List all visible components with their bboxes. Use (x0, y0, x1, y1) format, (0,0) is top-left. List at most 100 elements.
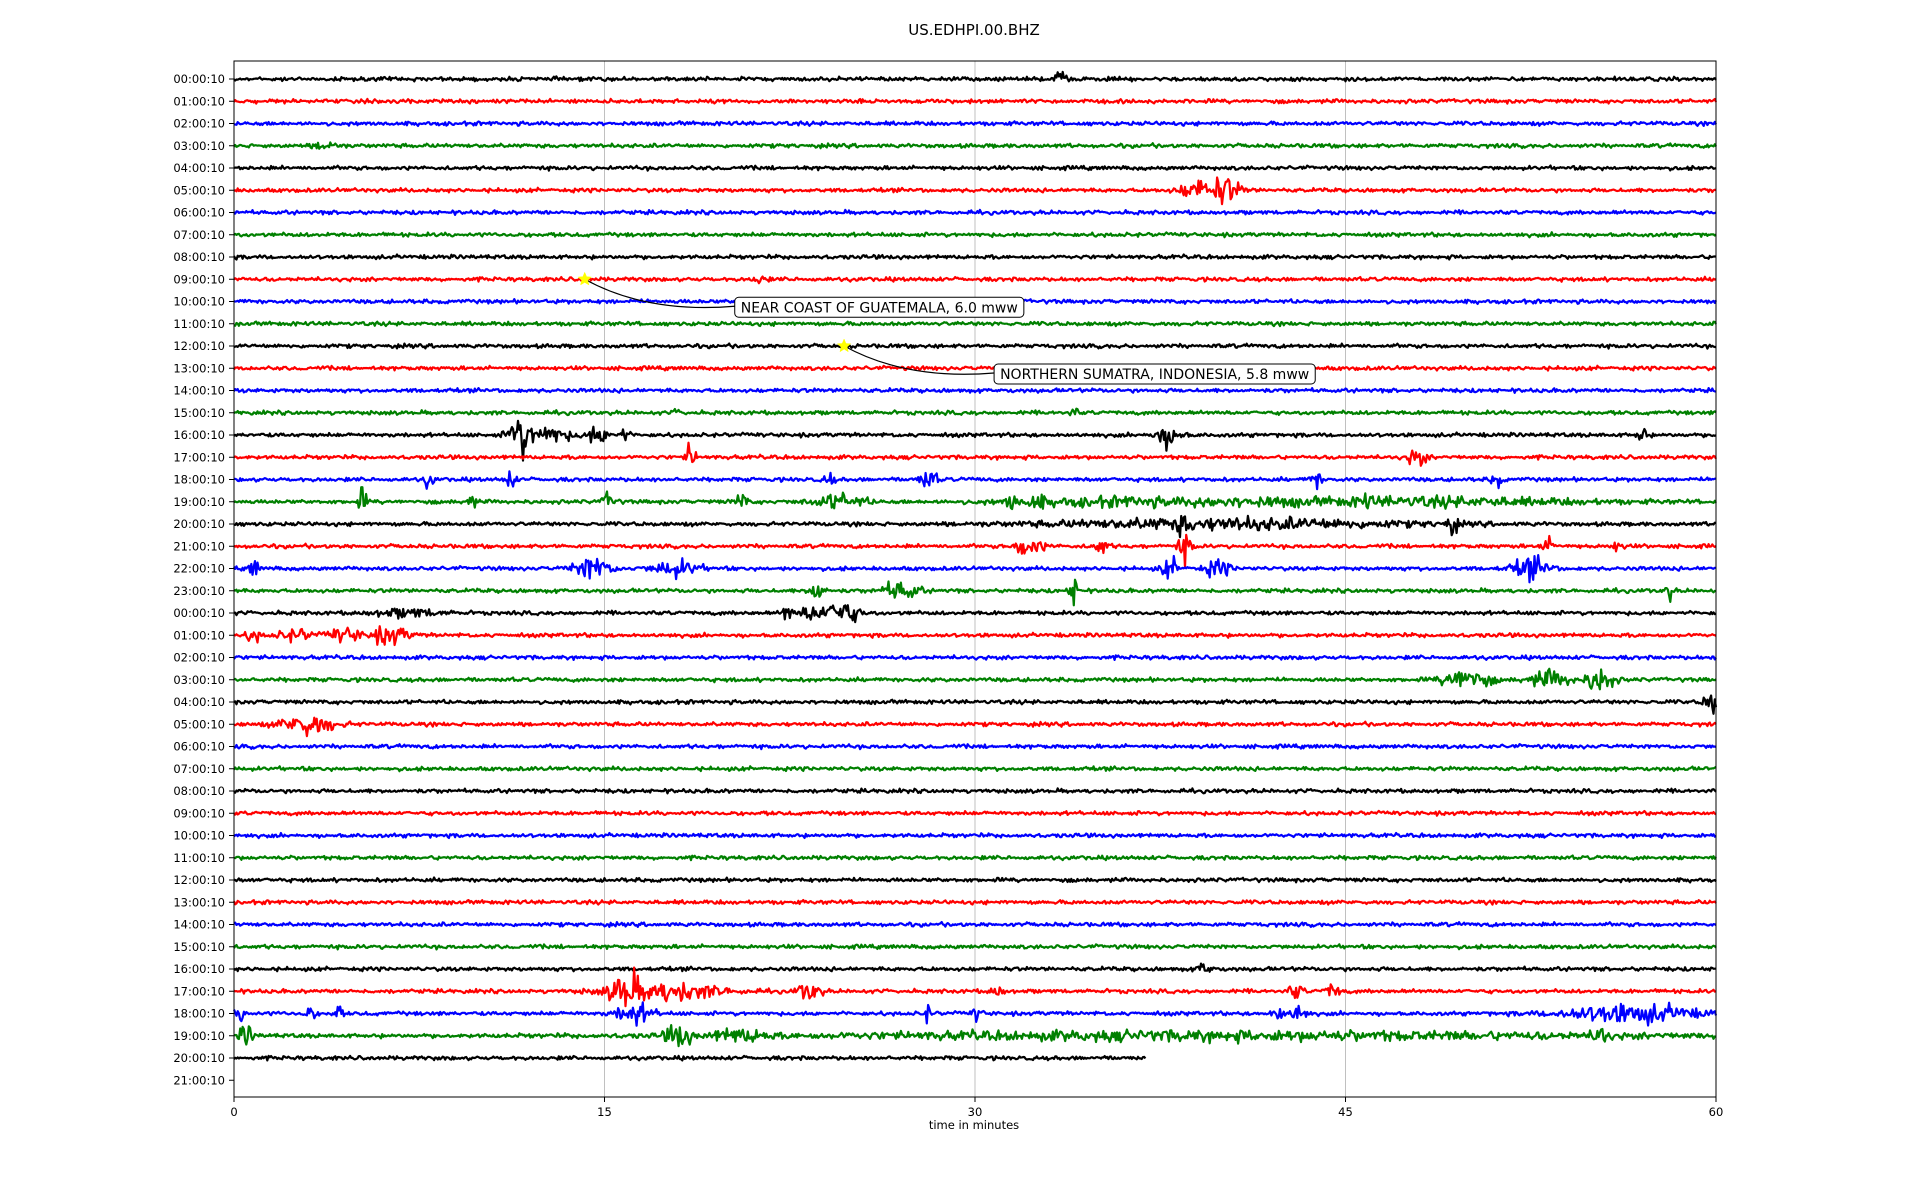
trace-line (233, 876, 1717, 884)
row-label: 10:00:10 (173, 295, 225, 309)
row-label: 07:00:10 (173, 762, 225, 776)
row-label: 15:00:10 (173, 406, 225, 420)
row-label: 18:00:10 (173, 1007, 225, 1021)
trace-line (233, 275, 1717, 285)
row-label: 05:00:10 (173, 183, 225, 197)
x-axis-ticks: 0 15 30 45 60 (230, 1097, 1723, 1119)
trace-line (233, 231, 1717, 239)
row-label: 05:00:10 (173, 717, 225, 731)
row-label: 04:00:10 (173, 695, 225, 709)
event-star-marker (836, 338, 852, 353)
trace-line (233, 441, 1717, 467)
trace-line (233, 743, 1717, 751)
trace-line (233, 387, 1717, 394)
trace-line (233, 533, 1717, 569)
row-label: 04:00:10 (173, 161, 225, 175)
row-label: 17:00:10 (173, 450, 225, 464)
x-tick-label: 15 (597, 1105, 612, 1119)
trace-line (233, 164, 1717, 172)
row-label: 19:00:10 (173, 495, 225, 509)
trace-line (233, 920, 1717, 928)
trace-line (233, 809, 1717, 817)
row-label: 23:00:10 (173, 584, 225, 598)
row-label: 19:00:10 (173, 1029, 225, 1043)
row-label: 07:00:10 (173, 228, 225, 242)
trace-line (234, 120, 1717, 127)
trace-line (233, 943, 1717, 951)
chart-title: US.EDHPI.00.BHZ (908, 21, 1040, 39)
row-label: 21:00:10 (173, 1073, 225, 1087)
trace-line (233, 962, 1717, 973)
trace-line (233, 787, 1717, 795)
event-label-box (734, 296, 1025, 318)
row-label: 21:00:10 (173, 539, 225, 553)
row-label: 22:00:10 (173, 562, 225, 576)
trace-line (233, 141, 1717, 150)
seismic-traces (232, 70, 1718, 1062)
row-label: 16:00:10 (173, 962, 225, 976)
trace-line (233, 966, 1717, 1008)
row-label: 09:00:10 (173, 272, 225, 286)
row-label: 01:00:10 (173, 94, 225, 108)
row-labels: 00:00:10 01:00:10 02:00:10 03:00:10 04:00:10… (173, 72, 234, 1087)
row-label: 02:00:10 (173, 651, 225, 665)
row-label: 03:00:10 (173, 673, 225, 687)
trace-line (233, 407, 1717, 417)
row-label: 11:00:10 (173, 851, 225, 865)
row-label: 20:00:10 (173, 517, 225, 531)
trace-line (233, 765, 1717, 773)
trace-line (233, 320, 1717, 328)
event-leader-line (584, 278, 735, 309)
trace-line (233, 831, 1717, 840)
row-label: 13:00:10 (173, 895, 225, 909)
event-star-marker (577, 271, 593, 286)
trace-line (233, 97, 1718, 105)
row-label: 03:00:10 (173, 139, 225, 153)
event-annotation: NEAR COAST OF GUATEMALA, 6.0 mww (577, 271, 1025, 318)
event-leader-line (843, 345, 995, 375)
event-annotations: NEAR COAST OF GUATEMALA, 6.0 mww NORTHERN… (577, 271, 1316, 385)
trace-line (233, 486, 1717, 511)
row-label: 10:00:10 (173, 829, 225, 843)
trace-line (233, 514, 1717, 539)
event-label-box (993, 363, 1316, 385)
trace-line (233, 667, 1717, 691)
row-label: 08:00:10 (173, 250, 225, 264)
row-label: 01:00:10 (173, 628, 225, 642)
trace-line (233, 419, 1717, 462)
row-label: 18:00:10 (173, 473, 225, 487)
row-label: 20:00:10 (173, 1051, 225, 1065)
row-label: 15:00:10 (173, 940, 225, 954)
trace-line (233, 604, 1717, 624)
trace-line (233, 253, 1717, 261)
trace-line (233, 625, 1717, 647)
trace-line (233, 176, 1717, 206)
row-label: 16:00:10 (173, 428, 225, 442)
trace-line (233, 716, 1717, 738)
trace-line (233, 1054, 1147, 1062)
trace-line (233, 854, 1717, 862)
row-label: 06:00:10 (173, 740, 225, 754)
x-tick-label: 0 (230, 1105, 237, 1119)
trace-line (233, 208, 1717, 216)
row-label: 17:00:10 (173, 984, 225, 998)
row-label: 00:00:10 (173, 72, 225, 86)
row-label: 09:00:10 (173, 806, 225, 820)
row-label: 12:00:10 (173, 873, 225, 887)
event-label: NEAR COAST OF GUATEMALA, 6.0 mww (741, 300, 1018, 316)
trace-line (233, 578, 1717, 607)
row-label: 00:00:10 (173, 606, 225, 620)
row-label: 12:00:10 (173, 339, 225, 353)
trace-line (232, 898, 1717, 906)
event-label: NORTHERN SUMATRA, INDONESIA, 5.8 mww (1000, 367, 1309, 383)
trace-line (233, 653, 1717, 662)
row-label: 14:00:10 (173, 918, 225, 932)
row-label: 11:00:10 (173, 317, 225, 331)
x-axis-label: time in minutes (929, 1118, 1019, 1132)
x-tick-label: 60 (1709, 1105, 1724, 1119)
row-label: 13:00:10 (173, 361, 225, 375)
row-label: 06:00:10 (173, 206, 225, 220)
trace-line (233, 554, 1716, 584)
trace-line (232, 1001, 1718, 1027)
